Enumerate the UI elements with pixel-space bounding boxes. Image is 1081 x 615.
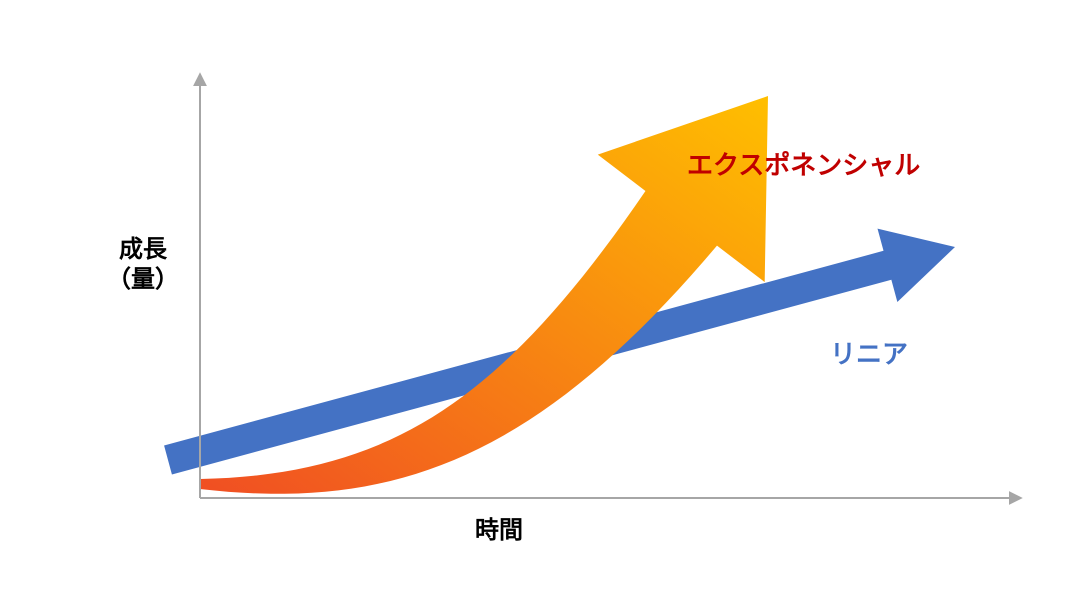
linear-label: リニア xyxy=(830,334,908,371)
y-axis-label-line1: 成長 xyxy=(119,236,167,263)
exponential-label: エクスポネンシャル xyxy=(687,145,920,182)
x-axis-label: 時間 xyxy=(475,510,523,545)
y-axis-label: 成長 （量） xyxy=(103,235,183,295)
diagram-stage: 成長 （量） 時間 エクスポネンシャル リニア xyxy=(0,0,1081,615)
growth-diagram xyxy=(0,0,1081,615)
y-axis-label-line2: （量） xyxy=(107,266,179,293)
